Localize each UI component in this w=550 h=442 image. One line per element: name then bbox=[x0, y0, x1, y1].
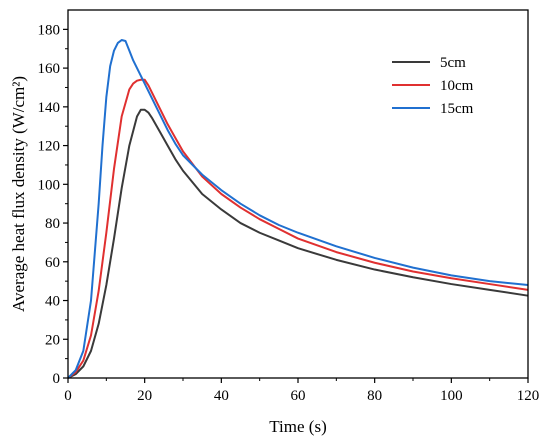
x-tick-label: 80 bbox=[367, 388, 382, 404]
legend-label-5cm: 5cm bbox=[440, 55, 466, 71]
y-tick-label: 0 bbox=[53, 371, 61, 387]
y-tick-label: 180 bbox=[38, 22, 61, 38]
y-tick-label: 40 bbox=[45, 294, 60, 310]
y-axis-title: Average heat flux density (W/cm²) bbox=[9, 76, 28, 312]
series-line-5cm bbox=[67, 108, 529, 379]
x-tick-label: 100 bbox=[440, 388, 463, 404]
y-tick-label: 60 bbox=[45, 255, 60, 271]
y-tick-label: 100 bbox=[38, 177, 61, 193]
legend-label-10cm: 10cm bbox=[440, 78, 474, 94]
y-tick-label: 160 bbox=[38, 61, 61, 77]
x-tick-label: 20 bbox=[137, 388, 152, 404]
plot-area bbox=[67, 39, 529, 379]
x-tick-label: 40 bbox=[214, 388, 229, 404]
legend: 5cm 10cm 15cm bbox=[392, 55, 474, 117]
x-tick-label: 0 bbox=[64, 388, 72, 404]
series-line-10cm bbox=[67, 78, 529, 379]
axes: 0 20 40 60 80 100 120 0 20 40 60 80 100 120 140 160 180 bbox=[38, 9, 540, 404]
series-line-15cm bbox=[67, 39, 529, 379]
legend-label-15cm: 15cm bbox=[440, 101, 474, 117]
y-tick-label: 140 bbox=[38, 100, 61, 116]
y-tick-label: 120 bbox=[38, 139, 61, 155]
x-axis-title: Time (s) bbox=[269, 417, 326, 436]
x-tick-label: 60 bbox=[291, 388, 306, 404]
x-tick-label: 120 bbox=[517, 388, 540, 404]
y-tick-label: 80 bbox=[45, 216, 60, 232]
y-tick-label: 20 bbox=[45, 332, 60, 348]
